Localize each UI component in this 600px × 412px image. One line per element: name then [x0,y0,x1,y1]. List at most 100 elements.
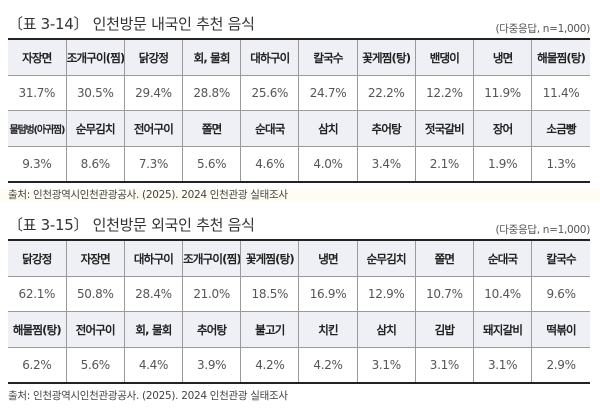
table-header-cell: 자장면 [65,240,125,277]
table-value-cell: 4.4% [123,347,183,383]
table-value-cell: 9.6% [531,276,590,312]
table-header-cell: 조개구이(찜) [182,240,241,277]
table-header-cell: 순대국 [472,240,532,277]
table-header-cell: 순무김치 [356,240,416,277]
table-value-cell: 1.3% [531,146,590,182]
table-header-cell: 떡볶이 [531,311,590,348]
table-value-cell: 4.0% [298,146,358,182]
table-row-header: 해물찜(탕) 전어구이 회, 물회 추어탕 불고기 치킨 삼치 김밥 돼지갈비 … [8,311,590,348]
table-value-cell: 16.9% [298,276,358,312]
table-value-cell: 22.2% [356,75,416,111]
table-value-cell: 30.5% [65,75,125,111]
table-value-cell: 4.2% [240,347,299,383]
table-header-cell: 꽃게찜(탕) [240,240,299,277]
table-header-cell: 해물찜(탕) [531,39,590,76]
table-row-values: 6.2% 5.6% 4.4% 3.9% 4.2% 4.2% 3.1% 3.1% … [8,347,590,383]
table-source: 출처: 인천광역시인천관광공사. (2025). 2024 인천관광 실태조사 [8,189,288,201]
table-header-cell: 돼지갈비 [472,311,532,348]
table-value-cell: 21.0% [182,276,241,312]
background-tint [0,188,600,202]
table-header-cell: 대하구이 [240,39,299,76]
table-value-cell: 9.3% [8,146,67,182]
table-header-cell: 치킨 [298,311,358,348]
table-note: (다중응답, n=1,000) [495,224,590,236]
table-note: (다중응답, n=1,000) [495,23,590,35]
table-value-cell: 12.2% [414,75,474,111]
table-row-header: 물텀벙(아귀찜) 순무김치 전어구이 쫄면 순대국 삼치 추어탕 젓국갈비 장어… [8,110,590,147]
table-header-cell: 젓국갈비 [414,110,474,147]
table-section-foreign: 〔표 3-15〕 인천방문 외국인 추천 음식 (다중응답, n=1,000) … [8,208,590,403]
table-header-cell: 닭강정 [123,39,183,76]
table-value-cell: 28.4% [123,276,183,312]
table-value-cell: 2.1% [414,146,474,182]
table-header-cell: 김밥 [414,311,474,348]
table-value-cell: 3.4% [356,146,416,182]
table-header-cell: 추어탕 [356,110,416,147]
table-value-cell: 1.9% [472,146,532,182]
table-header-cell: 칼국수 [531,240,590,277]
table-header-cell: 대하구이 [123,240,183,277]
table-header-cell: 전어구이 [123,110,183,147]
table-header-cell: 추어탕 [182,311,241,348]
table-value-cell: 12.9% [356,276,416,312]
table-value-cell: 3.1% [414,347,474,383]
table-header-cell: 삼치 [298,110,358,147]
table-header-bar: 〔표 3-14〕 인천방문 내국인 추천 음식 (다중응답, n=1,000) [8,8,590,38]
table-value-cell: 50.8% [65,276,125,312]
table-value-cell: 3.1% [472,347,532,383]
table-value-cell: 3.9% [182,347,241,383]
table-header-cell: 꽃게찜(탕) [356,39,416,76]
recommendation-table-foreign: 닭강정 자장면 대하구이 조개구이(찜) 꽃게찜(탕) 냉면 순무김치 쫄면 순… [8,239,590,384]
table-value-cell: 4.2% [298,347,358,383]
table-header-cell: 해물찜(탕) [8,311,67,348]
table-value-cell: 31.7% [8,75,67,111]
table-value-cell: 6.2% [8,347,67,383]
table-header-cell: 물텀벙(아귀찜) [8,110,67,147]
table-header-cell: 불고기 [240,311,299,348]
table-value-cell: 7.3% [123,146,183,182]
table-value-cell: 5.6% [65,347,125,383]
table-value-cell: 18.5% [240,276,299,312]
table-header-cell: 자장면 [8,39,67,76]
table-header-cell: 칼국수 [298,39,358,76]
table-value-cell: 28.8% [182,75,241,111]
table-header-cell: 소금빵 [531,110,590,147]
table-header-bar: 〔표 3-15〕 인천방문 외국인 추천 음식 (다중응답, n=1,000) [8,208,590,239]
table-value-cell: 11.4% [531,75,590,111]
table-value-cell: 25.6% [240,75,299,111]
table-title: 〔표 3-14〕 인천방문 내국인 추천 음식 [8,15,255,33]
table-value-cell: 29.4% [123,75,183,111]
table-header-cell: 삼치 [356,311,416,348]
table-header-cell: 냉면 [472,39,532,76]
table-value-cell: 5.6% [182,146,241,182]
table-value-cell: 4.6% [240,146,299,182]
table-row-values: 31.7% 30.5% 29.4% 28.8% 25.6% 24.7% 22.2… [8,75,590,111]
table-header-cell: 냉면 [298,240,358,277]
table-header-cell: 쫄면 [182,110,241,147]
table-title: 〔표 3-15〕 인천방문 외국인 추천 음식 [8,216,255,234]
table-value-cell: 10.4% [472,276,532,312]
table-header-cell: 닭강정 [8,240,67,277]
table-header-cell: 회, 물회 [182,39,241,76]
table-row-header: 닭강정 자장면 대하구이 조개구이(찜) 꽃게찜(탕) 냉면 순무김치 쫄면 순… [8,240,590,277]
table-header-cell: 쫄면 [414,240,474,277]
table-header-cell: 조개구이(찜) [65,39,125,76]
table-row-values: 62.1% 50.8% 28.4% 21.0% 18.5% 16.9% 12.9… [8,276,590,312]
table-value-cell: 10.7% [414,276,474,312]
table-row-values: 9.3% 8.6% 7.3% 5.6% 4.6% 4.0% 3.4% 2.1% … [8,146,590,182]
table-value-cell: 2.9% [531,347,590,383]
table-row-header: 자장면 조개구이(찜) 닭강정 회, 물회 대하구이 칼국수 꽃게찜(탕) 밴댕… [8,39,590,76]
table-header-cell: 회, 물회 [123,311,183,348]
table-value-cell: 11.9% [472,75,532,111]
table-value-cell: 3.1% [356,347,416,383]
table-value-cell: 62.1% [8,276,67,312]
table-header-cell: 밴댕이 [414,39,474,76]
table-header-cell: 전어구이 [65,311,125,348]
table-header-cell: 장어 [472,110,532,147]
table-source: 출처: 인천광역시인천관광공사. (2025). 2024 인천관광 실태조사 [8,390,288,402]
table-header-cell: 순무김치 [65,110,125,147]
table-value-cell: 8.6% [65,146,125,182]
table-section-domestic: 〔표 3-14〕 인천방문 내국인 추천 음식 (다중응답, n=1,000) … [8,8,590,202]
table-header-cell: 순대국 [240,110,299,147]
recommendation-table-domestic: 자장면 조개구이(찜) 닭강정 회, 물회 대하구이 칼국수 꽃게찜(탕) 밴댕… [8,38,590,183]
